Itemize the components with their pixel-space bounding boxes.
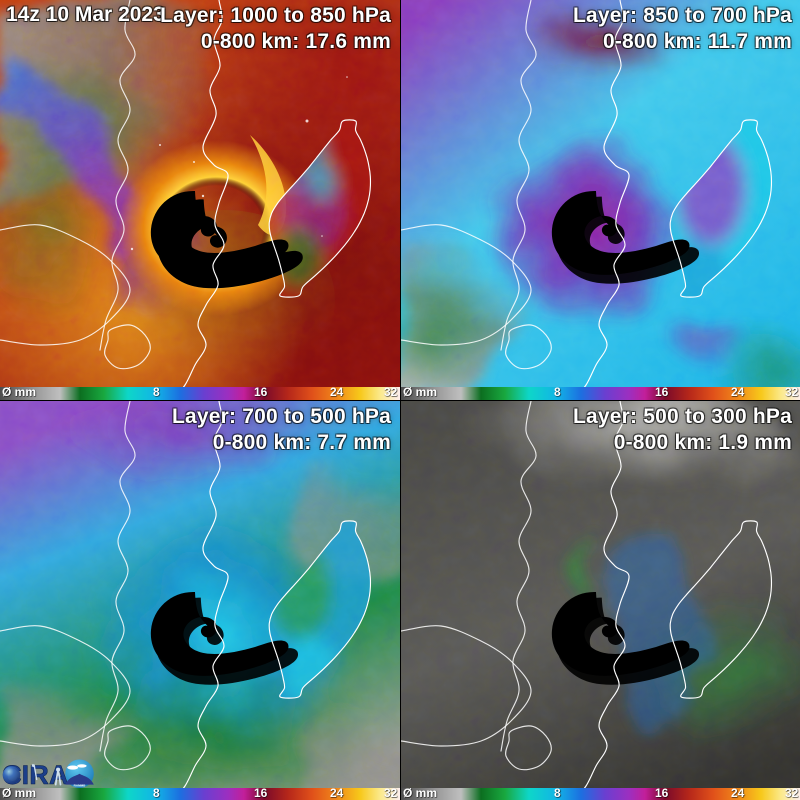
svg-text:RAMMB: RAMMB bbox=[74, 784, 86, 788]
